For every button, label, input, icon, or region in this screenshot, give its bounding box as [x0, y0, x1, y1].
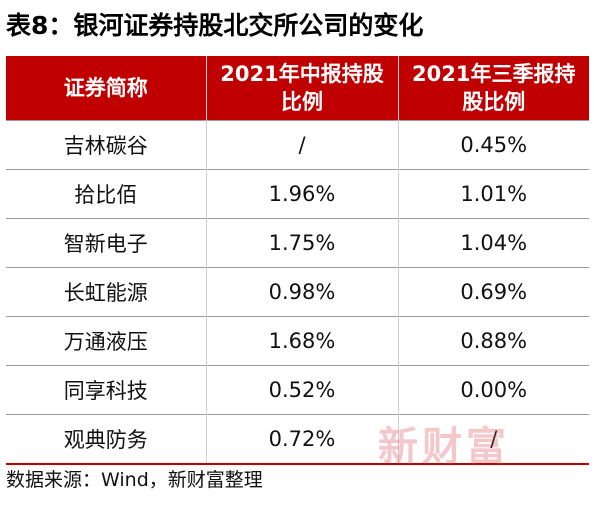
table-row: 吉林碳谷 / 0.45% — [6, 120, 589, 170]
cell-security-name: 长虹能源 — [6, 267, 206, 317]
cell-h1-ratio: 1.68% — [205, 316, 398, 366]
cell-q3-ratio: 1.01% — [397, 169, 589, 219]
header-security-name-label: 证券简称 — [63, 76, 148, 100]
cell-h1-ratio: 1.96% — [205, 169, 398, 219]
cell-security-name: 观典防务 — [6, 414, 206, 465]
holdings-table-container: 证券简称 2021年中报持股 比例 2021年三季报持 股比例 吉林碳谷 / 0… — [6, 56, 589, 465]
table-row: 万通液压 1.68% 0.88% — [6, 316, 589, 366]
header-security-name: 证券简称 — [6, 56, 206, 121]
header-h1-ratio-line1: 2021年中报持股 — [220, 62, 384, 86]
table-row: 智新电子 1.75% 1.04% — [6, 218, 589, 268]
cell-security-name: 拾比佰 — [6, 169, 206, 219]
cell-q3-ratio: 0.88% — [397, 316, 589, 366]
cell-h1-ratio: 0.72% — [205, 414, 398, 465]
cell-h1-ratio: 0.52% — [205, 365, 398, 415]
cell-security-name: 万通液压 — [6, 316, 206, 366]
header-q3-ratio-line1: 2021年三季报持 — [412, 62, 576, 86]
table-row: 观典防务 0.72% / — [6, 414, 589, 465]
cell-security-name: 同享科技 — [6, 365, 206, 415]
cell-q3-ratio: 0.00% — [397, 365, 589, 415]
cell-h1-ratio: 0.98% — [205, 267, 398, 317]
header-q3-ratio: 2021年三季报持 股比例 — [397, 56, 589, 121]
cell-security-name: 吉林碳谷 — [6, 120, 206, 170]
table-row: 拾比佰 1.96% 1.01% — [6, 169, 589, 219]
header-q3-ratio-line2: 股比例 — [462, 90, 526, 114]
table-row: 同享科技 0.52% 0.00% — [6, 365, 589, 415]
cell-q3-ratio: / — [397, 414, 589, 465]
cell-security-name: 智新电子 — [6, 218, 206, 268]
cell-h1-ratio: 1.75% — [205, 218, 398, 268]
table-title: 表8：银河证券持股北交所公司的变化 — [6, 11, 424, 40]
cell-q3-ratio: 0.45% — [397, 120, 589, 170]
source-note: 数据来源：Wind，新财富整理 — [6, 469, 263, 491]
cell-q3-ratio: 0.69% — [397, 267, 589, 317]
cell-q3-ratio: 1.04% — [397, 218, 589, 268]
header-h1-ratio-line2: 比例 — [281, 90, 323, 114]
table-header-row: 证券简称 2021年中报持股 比例 2021年三季报持 股比例 — [6, 56, 589, 121]
holdings-table: 证券简称 2021年中报持股 比例 2021年三季报持 股比例 吉林碳谷 / 0… — [6, 56, 589, 465]
cell-h1-ratio: / — [205, 120, 398, 170]
header-h1-ratio: 2021年中报持股 比例 — [205, 56, 398, 121]
table-row: 长虹能源 0.98% 0.69% — [6, 267, 589, 317]
